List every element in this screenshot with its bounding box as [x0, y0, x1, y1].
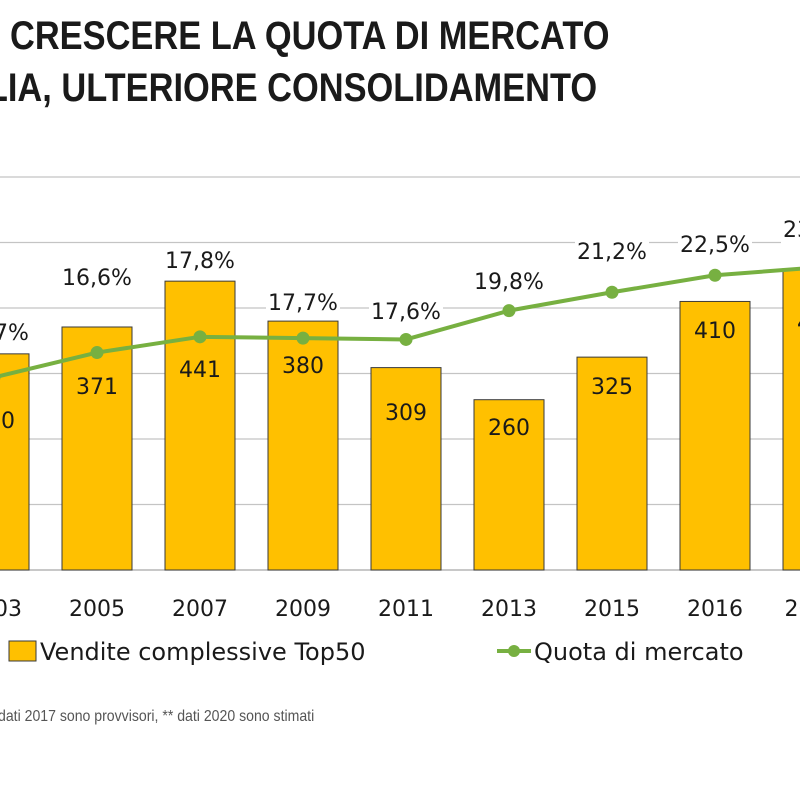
line-value-label: 17,7% — [268, 291, 338, 316]
line-label-background — [163, 247, 237, 275]
bar-value-label: 410 — [694, 319, 736, 344]
bar-2009 — [267, 320, 339, 571]
line-label-background — [678, 231, 752, 259]
line-label-background — [369, 298, 443, 326]
x-tick-label: 2005 — [69, 597, 125, 622]
bar-value-label: 380 — [282, 354, 324, 379]
legend-line-marker — [508, 645, 520, 657]
legend-bar-label: Vendite complessive Top50 — [40, 638, 365, 666]
x-tick-label: 2013 — [481, 597, 537, 622]
bar-value-label: 371 — [76, 375, 118, 400]
line-point-2011 — [399, 332, 413, 346]
legend-bar-swatch — [8, 640, 37, 662]
line-label-background — [266, 289, 340, 317]
bar-2013 — [473, 399, 545, 571]
bar-value-label: 325 — [591, 375, 633, 400]
title-line-2: ALIA, ULTERIORE CONSOLIDAMENTO — [0, 66, 598, 110]
legend-line-label: Quota di mercato — [534, 638, 744, 666]
bar-2015 — [576, 356, 648, 571]
line-point-2016 — [708, 268, 722, 282]
line-label-background — [0, 319, 31, 347]
bar-2005 — [61, 326, 133, 571]
x-tick-label: 2017* — [785, 597, 800, 622]
line-value-label: 21,2% — [577, 240, 647, 265]
bar-value-label: 260 — [488, 416, 530, 441]
line-point-2013 — [502, 304, 516, 318]
line-value-label: 23,1% — [783, 218, 800, 243]
bar-value-label: 309 — [385, 401, 427, 426]
line-value-label: 14,7% — [0, 321, 29, 346]
x-tick-label: 2015 — [584, 597, 640, 622]
bar-2003 — [0, 353, 30, 571]
bar-value-label: 460 — [797, 311, 800, 336]
line-value-label: 17,6% — [371, 300, 441, 325]
x-tick-label: 2009 — [275, 597, 331, 622]
x-tick-label: 2007 — [172, 597, 228, 622]
line-point-2007 — [193, 330, 207, 344]
line-value-label: 22,5% — [680, 233, 750, 258]
x-tick-label: 2003 — [0, 597, 22, 622]
line-point-2005 — [90, 346, 104, 360]
x-tick-label: 2011 — [378, 597, 434, 622]
line-label-background — [60, 264, 134, 292]
line-label-background — [575, 238, 649, 266]
line-point-2003 — [0, 374, 1, 380]
title-line-1: CRESCERE LA QUOTA DI MERCATO — [10, 14, 610, 58]
line-value-label: 16,6% — [62, 266, 132, 291]
bar-2007 — [164, 280, 236, 571]
x-tick-label: 2016 — [687, 597, 743, 622]
line-value-label: 17,8% — [165, 249, 235, 274]
line-point-2015 — [605, 285, 619, 299]
line-label-background — [781, 216, 800, 244]
line-value-label: 19,8% — [474, 270, 544, 295]
footnote: dati 2017 sono provvisori, ** dati 2020 … — [0, 708, 315, 725]
line-label-background — [472, 268, 546, 296]
line-point-2009 — [296, 331, 310, 345]
bar-value-label: 441 — [179, 358, 221, 383]
bar-2011 — [370, 367, 442, 571]
bar-2017* — [782, 268, 800, 571]
bar-value-label: 330 — [0, 409, 15, 434]
bar-2016 — [679, 300, 751, 571]
